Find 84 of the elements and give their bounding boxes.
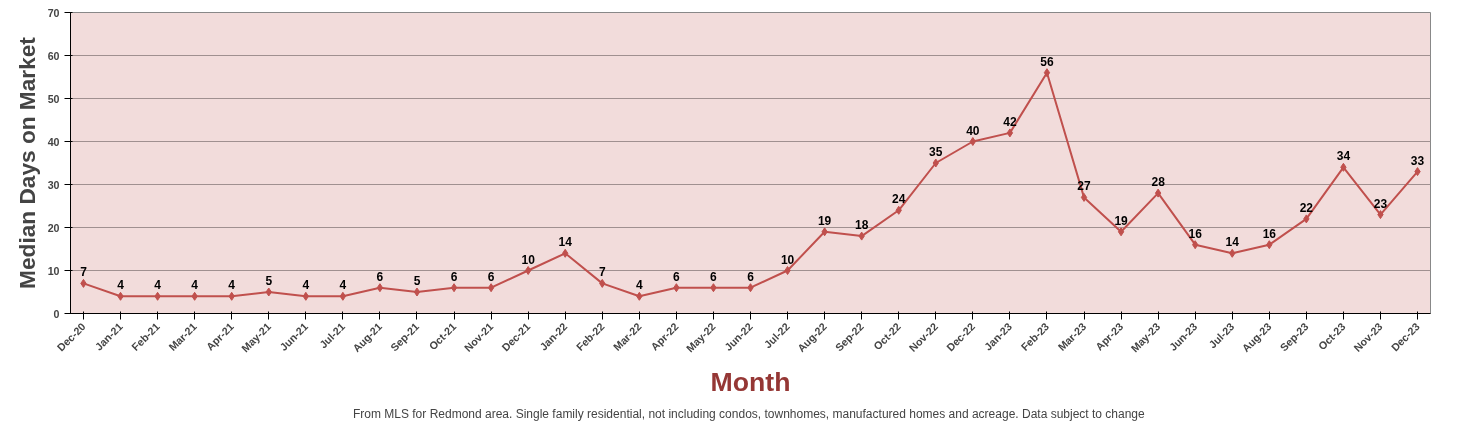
point: [895, 205, 902, 215]
data-label: 10: [521, 252, 536, 267]
data-label: 5: [265, 274, 273, 288]
point: [784, 266, 791, 275]
point: [710, 283, 717, 293]
point: [1043, 68, 1051, 78]
data-label: 6: [747, 269, 755, 284]
data-label: 10: [780, 252, 795, 267]
point: [191, 291, 198, 301]
point: [487, 283, 495, 293]
data-label: 4: [191, 278, 199, 293]
data-label: 19: [1114, 213, 1129, 228]
data-label: 6: [710, 269, 718, 284]
point: [1192, 240, 1199, 250]
point: [450, 283, 458, 293]
point: [1006, 128, 1014, 138]
point: [228, 291, 235, 301]
point: [265, 287, 272, 297]
point: [858, 231, 865, 241]
point: [747, 283, 754, 293]
data-label: 14: [1225, 235, 1240, 250]
data-label: 7: [80, 265, 88, 280]
point: [1414, 167, 1421, 177]
data-label: 19: [817, 213, 832, 228]
point: [821, 227, 828, 237]
data-label: 22: [1299, 200, 1314, 215]
point: [1229, 248, 1236, 258]
data-label: 16: [1262, 226, 1277, 241]
y-tick-label: 40: [47, 135, 60, 148]
data-label: 28: [1151, 175, 1166, 190]
data-label: 33: [1410, 153, 1425, 168]
point: [117, 291, 124, 301]
data-label: 24: [892, 192, 906, 207]
data-label: 6: [487, 269, 495, 284]
point: [524, 266, 532, 275]
point: [1154, 188, 1162, 198]
point: [599, 278, 606, 288]
data-label: 40: [966, 123, 980, 138]
data-label: 18: [855, 218, 869, 233]
y-tick-label: 10: [47, 264, 60, 277]
y-tick-label: 20: [47, 221, 60, 234]
data-label: 4: [154, 278, 162, 293]
data-label: 7: [598, 265, 606, 280]
data-label: 4: [339, 278, 347, 293]
point: [339, 291, 347, 301]
text: From MLS for Redmond area. Single family residential, not including condos, townhomes, manufactured homes and acreage. Data subject to change: [352, 406, 1146, 421]
data-label: 16: [1188, 226, 1203, 241]
point: [1377, 210, 1384, 220]
point: [413, 287, 421, 297]
data-label: 4: [228, 278, 236, 293]
point: [80, 278, 87, 288]
data-label: 56: [1040, 54, 1054, 69]
point: [154, 291, 161, 301]
data-label: 14: [558, 235, 573, 250]
y-axis-title: Median Days on Market: [13, 36, 40, 289]
point: [932, 158, 939, 168]
data-label: 4: [635, 278, 643, 293]
data-label: 6: [376, 269, 384, 284]
point: [1266, 240, 1273, 250]
data-label: 34: [1336, 149, 1351, 164]
point: [673, 283, 680, 293]
y-tick-label: 30: [47, 178, 60, 191]
x-axis-title: Month: [710, 366, 791, 397]
point: [636, 291, 643, 301]
data-label: 6: [673, 269, 681, 284]
point: [1303, 214, 1310, 224]
y-tick-label: 70: [47, 6, 60, 19]
y-tick-label: 50: [47, 92, 60, 105]
point: [1117, 227, 1125, 237]
y-tick-label: 0: [53, 307, 60, 320]
point: [376, 283, 384, 293]
data-label: 4: [117, 278, 125, 293]
data-label: 4: [302, 278, 310, 293]
point: [562, 248, 569, 258]
point: [302, 291, 309, 301]
point: [1080, 192, 1088, 202]
data-label: 42: [1003, 114, 1017, 129]
data-label: 5: [413, 274, 421, 288]
point: [1340, 162, 1347, 172]
data-label: 23: [1373, 196, 1388, 211]
data-label: 6: [450, 269, 458, 284]
y-tick-label: 60: [47, 49, 60, 62]
data-label: 35: [929, 145, 943, 159]
point: [969, 137, 977, 146]
